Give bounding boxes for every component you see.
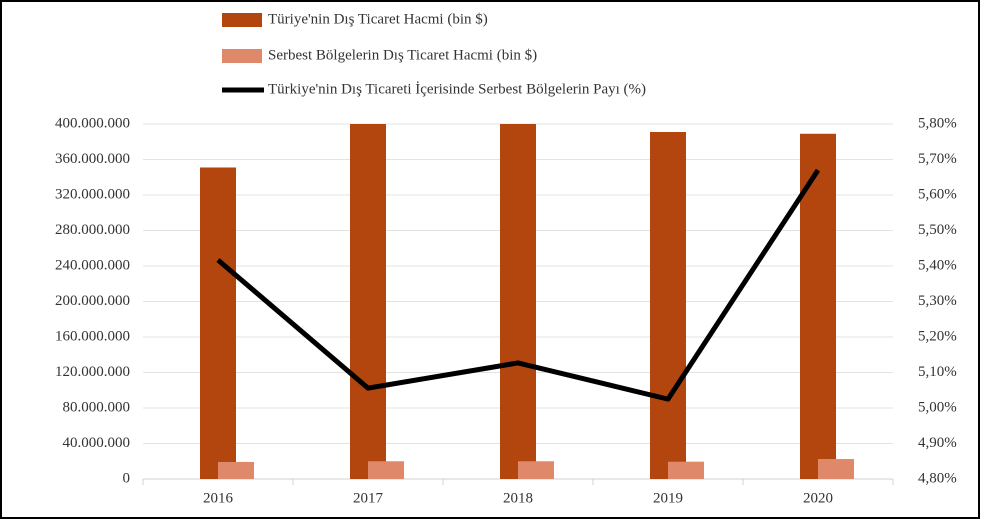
y-tick-label: 400.000.000: [55, 115, 130, 131]
y-tick-label: 80.000.000: [63, 399, 131, 415]
x-tick-label: 2018: [503, 490, 533, 506]
legend-label: Serbest Bölgelerin Dış Ticaret Hacmi (bi…: [268, 47, 537, 63]
bar: [200, 167, 236, 480]
bar: [368, 461, 404, 479]
bar: [500, 124, 536, 480]
bar: [218, 461, 254, 479]
x-tick-label: 2017: [353, 490, 384, 506]
x-tick-label: 2020: [803, 490, 833, 506]
y2-tick-label: 5,80%: [918, 115, 957, 131]
x-tick-label: 2019: [653, 490, 683, 506]
y2-tick-label: 5,40%: [918, 257, 957, 273]
plot-area: [200, 124, 854, 480]
bar: [818, 459, 854, 479]
y-tick-label: 280.000.000: [55, 222, 130, 238]
y2-tick-label: 5,20%: [918, 328, 957, 344]
y-tick-label: 320.000.000: [55, 186, 130, 202]
line: [216, 168, 821, 402]
y2-tick-label: 4,80%: [918, 470, 957, 486]
y-tick-label: 0: [123, 470, 131, 486]
y2-tick-label: 5,70%: [918, 151, 957, 167]
y2-tick-label: 5,00%: [918, 399, 957, 415]
y2-tick-label: 5,60%: [918, 186, 957, 202]
legend-swatch: [222, 13, 262, 27]
y-tick-label: 40.000.000: [63, 435, 131, 451]
y-tick-label: 200.000.000: [55, 293, 130, 309]
legend-swatch: [222, 49, 262, 63]
bar: [518, 461, 554, 479]
y-tick-label: 120.000.000: [55, 364, 130, 380]
y2-tick-label: 4,90%: [918, 435, 957, 451]
y2-tick-label: 5,50%: [918, 222, 957, 238]
legend-label: Türkiye'nin Dış Ticareti İçerisinde Serb…: [268, 81, 646, 97]
bar: [650, 131, 686, 480]
legend-label: Türiye'nin Dış Ticaret Hacmi (bin $): [268, 11, 488, 27]
bar: [668, 461, 704, 479]
y-tick-label: 240.000.000: [55, 257, 130, 273]
x-tick-label: 2016: [203, 490, 234, 506]
y-tick-label: 360.000.000: [55, 151, 130, 167]
y2-tick-label: 5,10%: [918, 364, 957, 380]
y-tick-label: 160.000.000: [55, 328, 130, 344]
y2-tick-label: 5,30%: [918, 293, 957, 309]
bar: [350, 124, 386, 480]
